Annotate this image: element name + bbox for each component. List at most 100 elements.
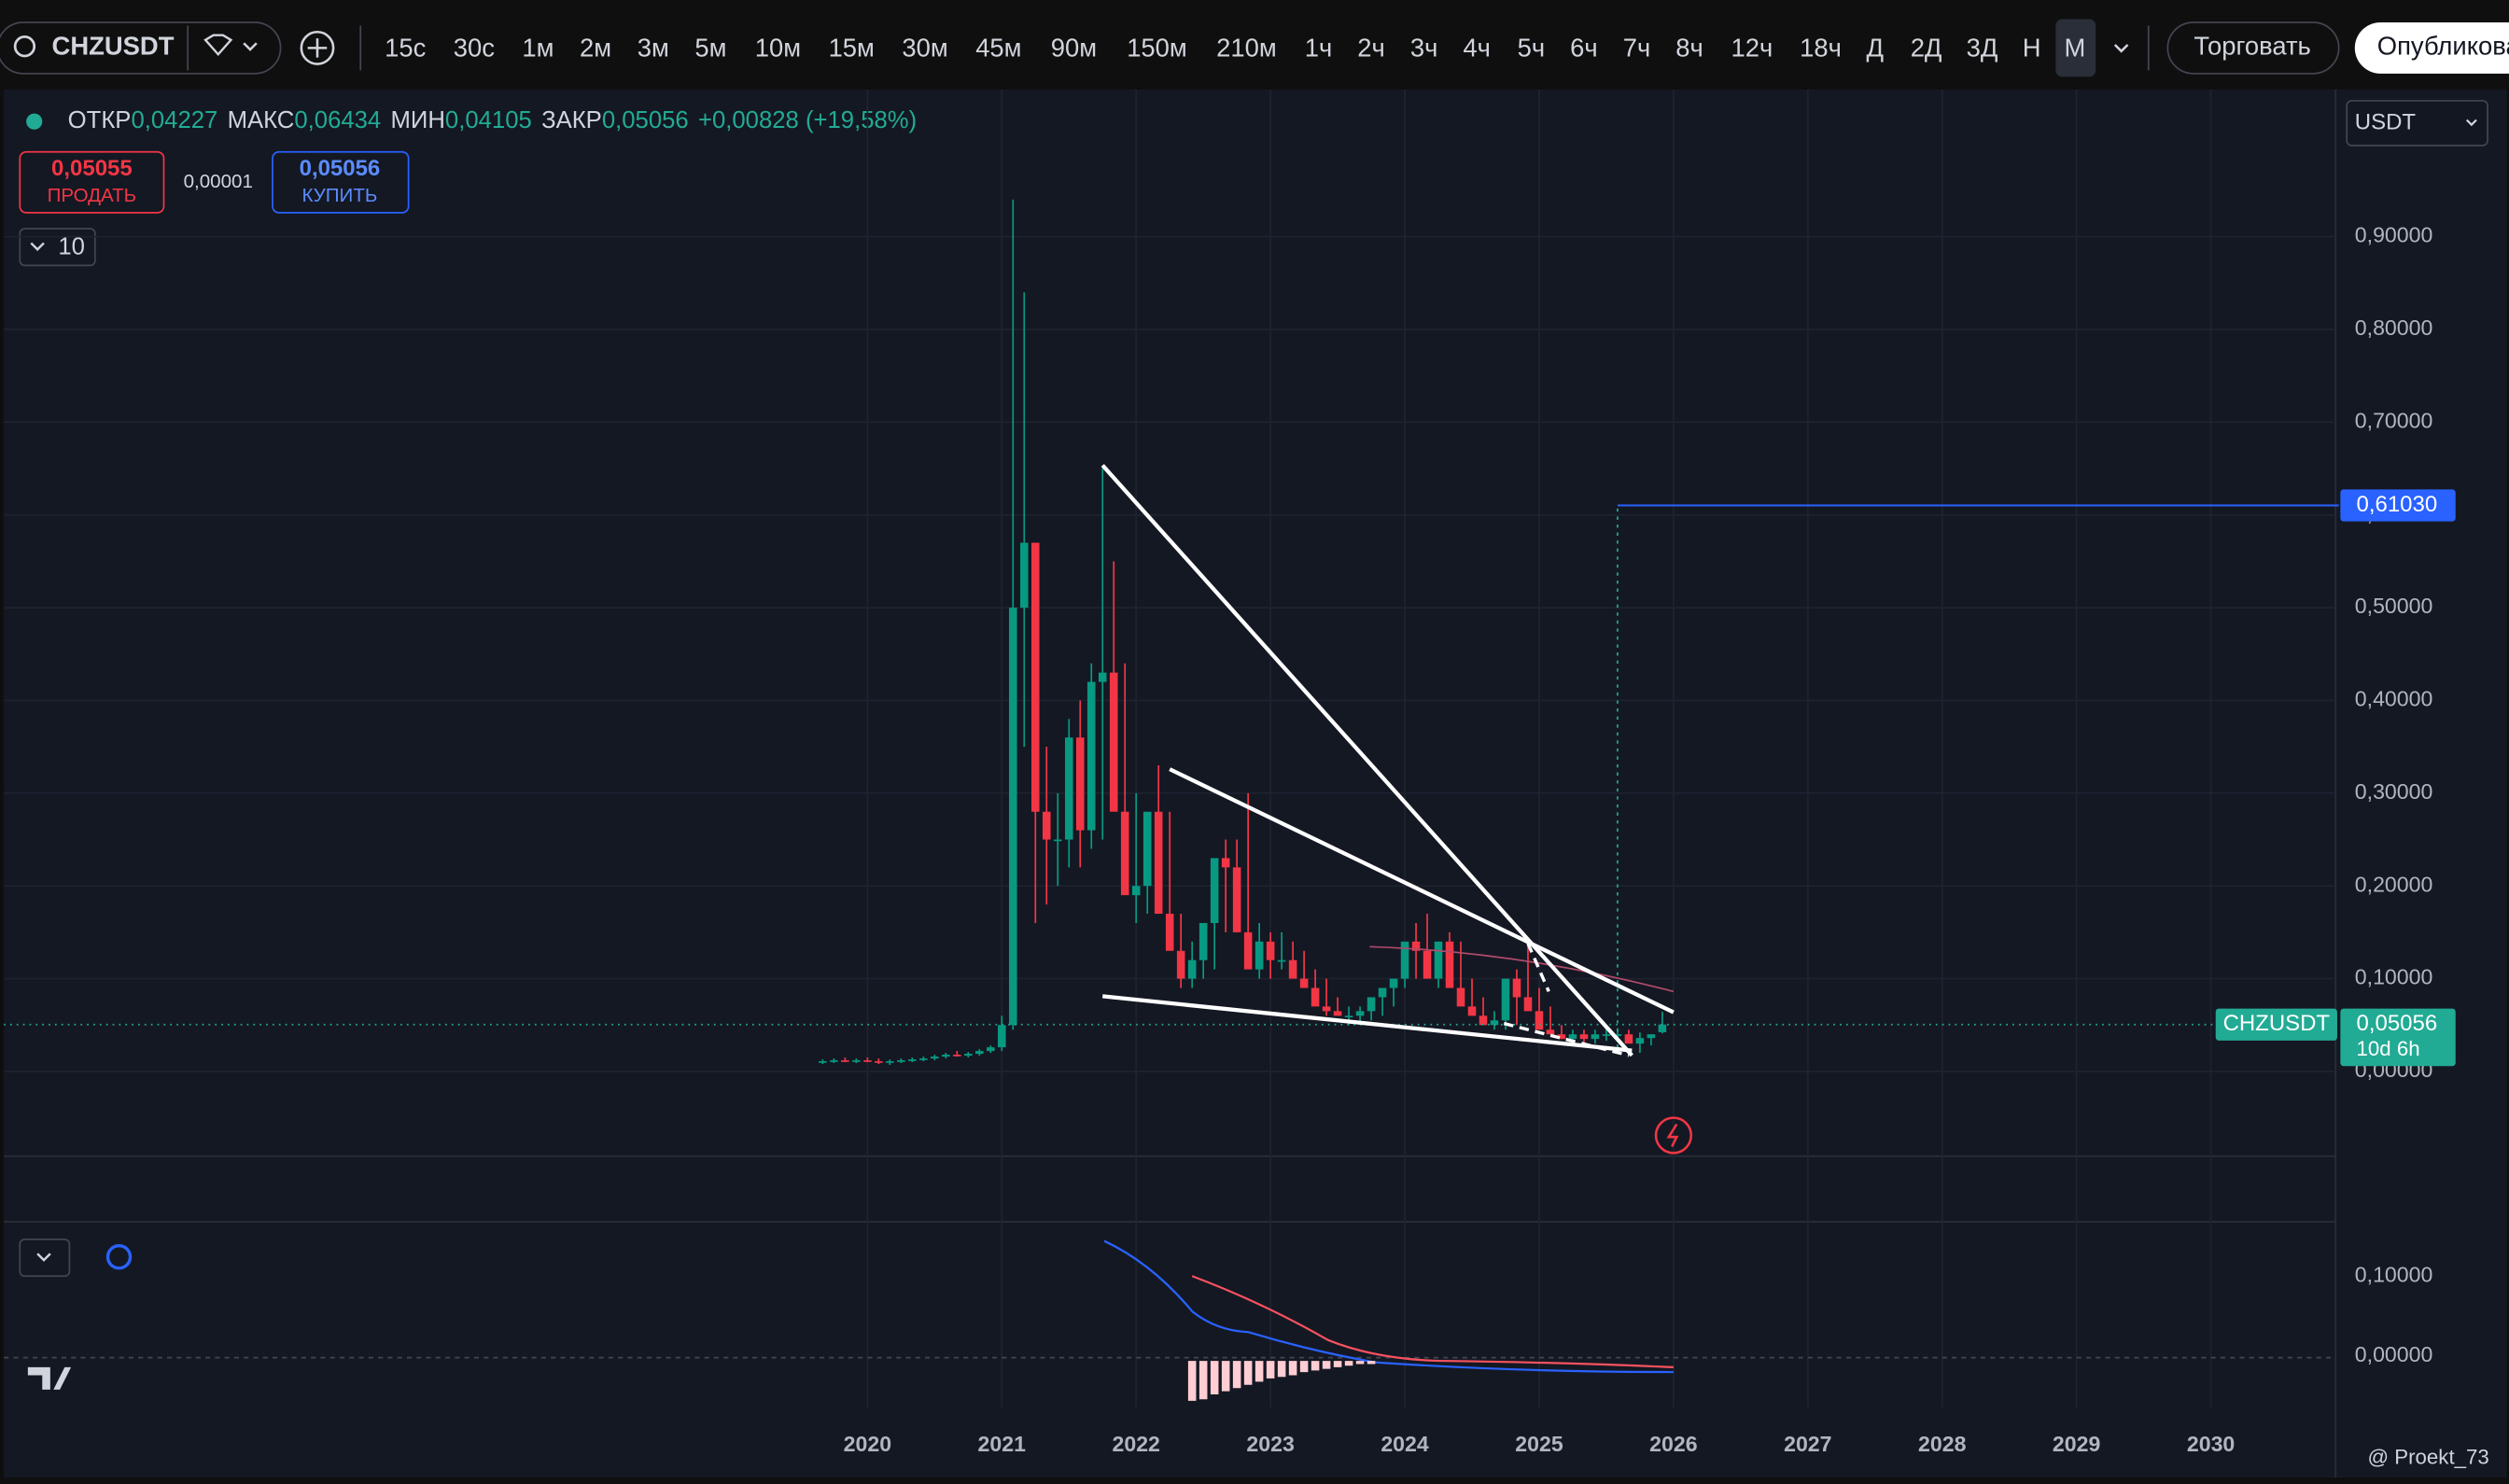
- time-tick-label: 2029: [2053, 1432, 2100, 1456]
- trade-button[interactable]: [2166, 21, 2340, 75]
- timeframe[interactable]: 2м: [580, 33, 611, 62]
- arrow: [1503, 943, 1630, 1057]
- candle-body: [1568, 1034, 1577, 1040]
- chevron: [36, 1253, 51, 1262]
- label: ЗАКР: [541, 107, 602, 133]
- candle-body: [886, 1061, 894, 1063]
- timeframe[interactable]: 150м: [1127, 33, 1187, 62]
- trend-line: [1102, 994, 1633, 1053]
- candle-body: [1008, 608, 1017, 1026]
- candle-body: [1467, 1006, 1477, 1016]
- candle-body: [1030, 542, 1040, 812]
- candle-body: [1232, 867, 1241, 932]
- price-tick-label: 0,90000: [2355, 223, 2433, 247]
- candle-body: [931, 1057, 939, 1059]
- currency-select[interactable]: [2346, 100, 2488, 147]
- candle-body: [1019, 542, 1029, 609]
- timeframe[interactable]: 3Д: [1967, 33, 1998, 62]
- candle-body: [1120, 811, 1129, 896]
- timeframe[interactable]: 30с: [454, 33, 495, 62]
- candle-body: [1176, 950, 1185, 979]
- timeframe[interactable]: 7ч: [1623, 33, 1651, 62]
- timeframe[interactable]: 2Д: [1911, 33, 1942, 62]
- candle-body: [1490, 1020, 1499, 1026]
- symbol-search[interactable]: [0, 21, 282, 75]
- timeframe[interactable]: Д: [1867, 33, 1885, 62]
- timeframe[interactable]: 12ч: [1731, 33, 1773, 62]
- candle-body: [964, 1054, 973, 1057]
- last-price: 0,05056: [2357, 1011, 2438, 1036]
- timeframe[interactable]: 15с: [385, 33, 426, 62]
- quantity-toggle[interactable]: [19, 228, 96, 267]
- timeframe[interactable]: 1ч: [1305, 33, 1333, 62]
- value: 0,04105: [445, 107, 532, 133]
- timeframe[interactable]: 18ч: [1800, 33, 1842, 62]
- candle-body: [998, 1025, 1006, 1048]
- candle-body: [1131, 886, 1141, 896]
- candle-body: [1311, 987, 1320, 1007]
- active-timeframe: [2055, 19, 2096, 77]
- timeframe[interactable]: 90м: [1051, 33, 1097, 62]
- timeframe[interactable]: 5ч: [1518, 33, 1546, 62]
- candle-body: [975, 1051, 984, 1055]
- candle-body: [1378, 987, 1387, 998]
- timeframe[interactable]: 10м: [755, 33, 801, 62]
- timeframe[interactable]: 45м: [975, 33, 1021, 62]
- time-tick-label: 2022: [1112, 1432, 1159, 1456]
- target-label: 0,61030: [2357, 492, 2438, 517]
- candle-body: [1389, 978, 1398, 988]
- candle-body: [1266, 941, 1275, 960]
- candle-body: [1423, 950, 1432, 979]
- timeframe-dropdown[interactable]: [2113, 44, 2129, 53]
- candle-body: [841, 1060, 849, 1062]
- candle-body: [863, 1060, 872, 1062]
- candle-body: [1322, 1006, 1331, 1012]
- buy-button[interactable]: [272, 150, 410, 214]
- macd-line: [1103, 1239, 1674, 1374]
- timeframe[interactable]: Н: [2023, 33, 2041, 62]
- sell-button[interactable]: [19, 150, 165, 214]
- timeframe[interactable]: 15м: [829, 33, 875, 62]
- timeframe[interactable]: 1м: [522, 33, 554, 62]
- candle-body: [1411, 941, 1421, 951]
- timeframe[interactable]: 6ч: [1570, 33, 1598, 62]
- add-button[interactable]: [300, 30, 335, 65]
- candle-body: [1221, 858, 1230, 868]
- timeframe[interactable]: 8ч: [1675, 33, 1703, 62]
- candle-body: [1042, 811, 1051, 840]
- search-icon: [13, 35, 36, 58]
- timeframe[interactable]: 30м: [902, 33, 947, 62]
- candle-body: [1098, 672, 1107, 682]
- timeframe[interactable]: М: [2065, 33, 2086, 62]
- timeframe[interactable]: 210м: [1216, 33, 1277, 62]
- sell-label: ПРОДАТЬ: [48, 185, 137, 206]
- timeframe[interactable]: 3ч: [1410, 33, 1438, 62]
- price-tick-label: 0,10000: [2355, 965, 2433, 989]
- diamond-icon[interactable]: [203, 34, 233, 57]
- timeframe[interactable]: 5м: [694, 33, 726, 62]
- candle-body: [1479, 1015, 1488, 1026]
- timeframe[interactable]: 3м: [638, 33, 669, 62]
- candle-body: [1591, 1034, 1600, 1040]
- pane-toggle[interactable]: [19, 1238, 71, 1278]
- candle-body: [1064, 737, 1073, 840]
- trend-line: [1100, 464, 1633, 1057]
- candle-body: [1109, 672, 1118, 812]
- publish-button[interactable]: [2354, 21, 2509, 74]
- candle-body: [1075, 737, 1085, 831]
- buy-price: 0,05056: [300, 156, 381, 181]
- timeframe[interactable]: 2ч: [1357, 33, 1385, 62]
- event-icon[interactable]: [1654, 1116, 1693, 1155]
- candle-body: [919, 1058, 928, 1060]
- timeframe[interactable]: 4ч: [1463, 33, 1491, 62]
- candle-body: [1254, 941, 1264, 970]
- candle-body: [942, 1055, 950, 1057]
- refresh-icon[interactable]: [105, 1243, 133, 1270]
- symbol-label: CHZUSDT: [2223, 1011, 2331, 1036]
- candle-body: [1142, 811, 1152, 887]
- candle-body: [1288, 959, 1297, 979]
- currency: USDT: [2355, 109, 2417, 134]
- candle-body: [1198, 922, 1208, 960]
